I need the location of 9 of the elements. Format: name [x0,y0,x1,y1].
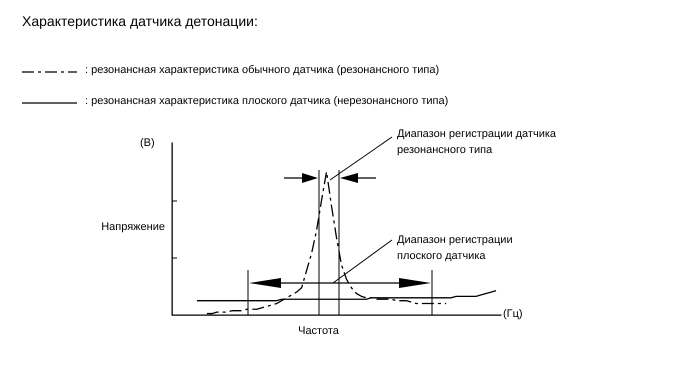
annotation: Диапазон регистрации плоского датчика [397,234,513,262]
y-axis-title: Напряжение [101,221,165,234]
text: (В) [140,137,155,150]
x-axis-title: Частота [298,325,340,338]
text: (Гц) [503,308,523,320]
legend-label: : резонансная характеристика обычного датчика (резонансного типа) [85,64,440,76]
text: Диапазон регистрации датчика резонансного типа [397,128,557,156]
legend-label: : резонансная характеристика плоского датчика (нерезонансного типа) [85,95,448,108]
chart-title: Характеристика датчика детонации: [22,12,258,29]
